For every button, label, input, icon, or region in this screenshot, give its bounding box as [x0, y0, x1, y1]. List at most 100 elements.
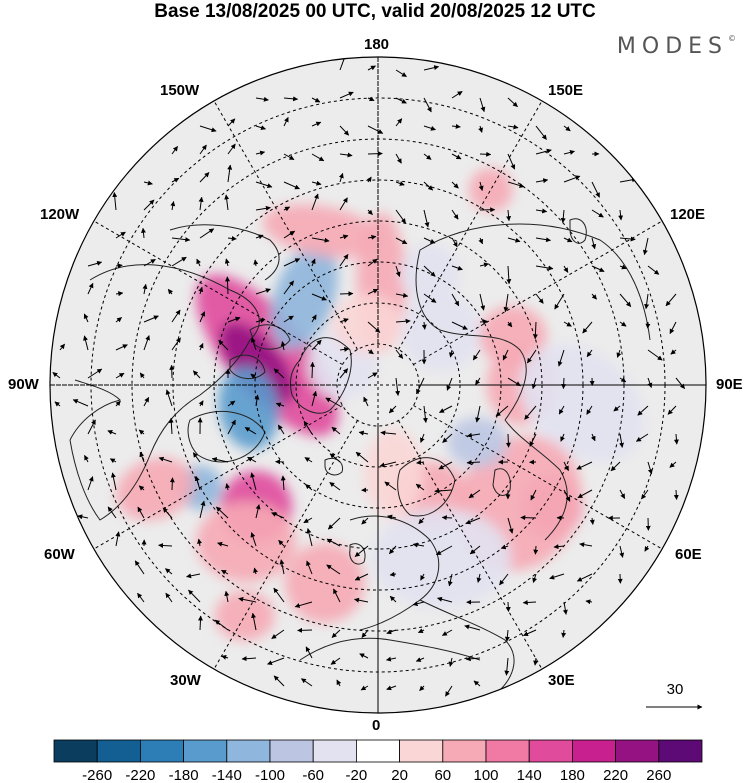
wind-arrow [446, 377, 453, 391]
wind-arrow [283, 153, 295, 161]
wind-arrow [225, 483, 231, 491]
wind-arrow [395, 153, 402, 164]
wind-arrow [507, 321, 513, 328]
wind-arrow [523, 629, 537, 636]
wind-arrow [171, 145, 179, 155]
wind-arrow [238, 596, 257, 603]
colorbar-tick-label: -60 [302, 767, 324, 783]
wind-arrow [423, 125, 436, 131]
wind-arrow [388, 405, 397, 414]
wind-arrow [675, 377, 685, 389]
wind-arrow [535, 265, 554, 271]
colorbar-swatch [53, 739, 98, 763]
wind-arrow [139, 451, 145, 463]
wind-arrow [389, 595, 397, 603]
wind-arrow [647, 377, 653, 388]
wind-arrow [465, 517, 481, 525]
wind-arrow [329, 481, 341, 491]
wind-arrow [311, 339, 322, 351]
wind-arrow [72, 399, 89, 407]
wind-arrow [451, 209, 459, 220]
wind-arrow [330, 657, 341, 665]
wind-arrow [275, 402, 285, 408]
wind-arrow [112, 192, 118, 211]
wind-arrow [199, 311, 206, 323]
wind-arrow [535, 148, 552, 155]
wind-arrow [339, 91, 354, 99]
wind-vectors [52, 57, 685, 697]
wind-arrow [423, 265, 436, 277]
wind-arrow [305, 646, 313, 659]
wind-arrow [667, 405, 677, 415]
wind-arrow [616, 349, 622, 358]
wind-arrow [387, 514, 397, 520]
wind-arrow [331, 629, 341, 638]
lon-label-30w: 30W [170, 672, 201, 689]
wind-arrow [476, 573, 482, 583]
wind-arrow [554, 293, 565, 310]
wind-arrow [227, 164, 233, 183]
wind-arrow [505, 601, 511, 612]
wind-arrow [115, 317, 122, 323]
wind-arrow [267, 657, 285, 665]
wind-arrow [647, 461, 653, 475]
map-border [49, 56, 707, 714]
wind-arrow [586, 349, 593, 358]
colorbar-swatch [399, 739, 444, 763]
wind-arrow [448, 349, 454, 358]
wind-arrow [273, 587, 285, 603]
wind-arrow [367, 288, 379, 295]
wind-arrow [255, 96, 269, 102]
wind-arrow [563, 237, 573, 243]
wind-arrow [395, 265, 401, 277]
wind-arrow [475, 377, 481, 386]
wind-arrow [412, 601, 425, 607]
wind-arrow [143, 180, 153, 186]
wind-arrow [140, 227, 146, 239]
wind-arrow [522, 599, 537, 605]
wind-arrow [479, 319, 489, 325]
wind-arrow [503, 293, 509, 313]
wind-arrow [591, 265, 605, 272]
brand-mark: © [728, 34, 736, 43]
wind-arrow [158, 542, 173, 548]
wind-arrow [339, 253, 349, 267]
wind-arrow [255, 234, 264, 240]
wind-arrow [563, 461, 569, 472]
wind-arrow [647, 349, 663, 361]
wind-arrow [558, 405, 565, 415]
wind-arrow [54, 401, 61, 407]
wind-arrow [199, 144, 207, 155]
wind-arrow [563, 175, 581, 183]
wind-arrow [326, 564, 341, 575]
wind-arrow [361, 517, 369, 525]
wind-arrow [586, 405, 593, 415]
wind-arrow [333, 588, 341, 603]
wind-arrow [619, 321, 627, 327]
anomaly-region [214, 590, 275, 641]
wind-arrow [115, 291, 124, 297]
wind-arrow [561, 377, 567, 390]
wind-arrow [384, 481, 397, 491]
wind-arrow [83, 335, 89, 351]
wind-arrow [271, 629, 285, 640]
wind-arrow [563, 321, 572, 327]
wind-arrow [478, 237, 484, 245]
wind-arrow [641, 489, 649, 500]
wind-arrow [557, 349, 565, 367]
wind-arrow [379, 461, 397, 468]
wind-arrow [115, 263, 123, 269]
wind-arrow [562, 601, 568, 615]
wind-arrow [165, 568, 173, 575]
wind-arrow [441, 515, 453, 521]
wind-arrow [107, 430, 117, 435]
wind-arrow [115, 400, 121, 407]
wind-arrow [535, 178, 549, 184]
anomaly-region [371, 508, 512, 609]
colorbar-tick-label: -100 [255, 767, 285, 783]
wind-arrow [283, 280, 295, 295]
wind-arrow [619, 377, 627, 383]
wind-arrow [170, 201, 176, 211]
lon-label-90w: 90W [8, 376, 39, 393]
wind-arrow [418, 517, 425, 525]
